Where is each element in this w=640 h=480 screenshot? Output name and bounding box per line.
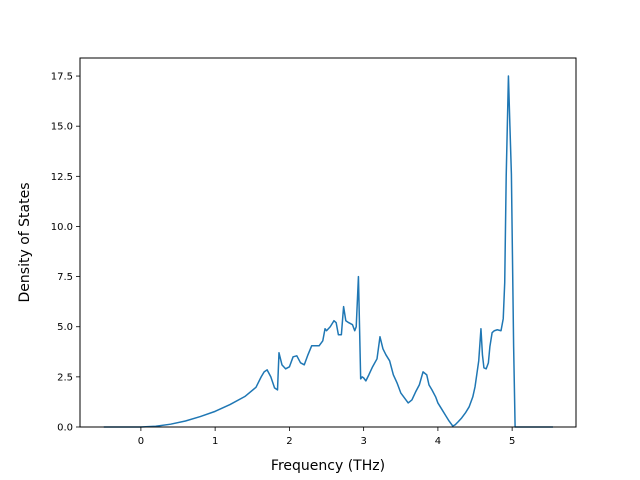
y-tick-label: 15.0 xyxy=(51,122,73,133)
x-tick-label: 4 xyxy=(435,436,441,447)
dos-series-line xyxy=(103,75,553,428)
y-tick-label: 7.5 xyxy=(57,272,73,283)
x-axis-label: Frequency (THz) xyxy=(271,458,385,474)
y-tick-label: 5.0 xyxy=(57,322,73,333)
y-tick-label: 17.5 xyxy=(51,72,73,83)
x-tick-label: 1 xyxy=(212,436,218,447)
y-tick-label: 0.0 xyxy=(57,423,73,434)
x-tick-label: 0 xyxy=(138,436,144,447)
x-tick-label: 3 xyxy=(360,436,366,447)
y-tick-label: 12.5 xyxy=(51,172,73,183)
y-axis-label: Density of States xyxy=(17,183,33,303)
x-tick-label: 5 xyxy=(509,436,515,447)
axes-frame xyxy=(79,57,577,428)
x-axis: 0 1 2 3 4 5 xyxy=(138,427,515,447)
x-tick-label: 2 xyxy=(286,436,292,447)
y-tick-label: 10.0 xyxy=(51,222,73,233)
y-tick-label: 2.5 xyxy=(57,372,73,383)
y-axis: 0.0 2.5 5.0 7.5 10.0 12.5 15.0 17.5 xyxy=(51,72,80,434)
plot-area xyxy=(103,75,553,428)
